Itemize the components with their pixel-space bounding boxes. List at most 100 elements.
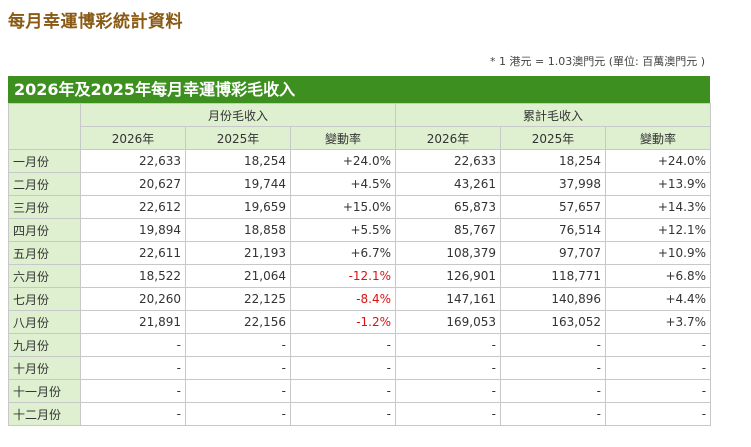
cumulative-2026-value: 22,633 <box>395 149 502 173</box>
monthly-2026-value: - <box>80 379 186 403</box>
currency-note: * 1 港元 = 1.03澳門元 (單位: 百萬澳門元 ) <box>490 55 705 68</box>
monthly-2025-value: - <box>185 402 291 426</box>
header-cumulative-change: 變動率 <box>605 126 712 150</box>
monthly-2025-value: 18,254 <box>185 149 291 173</box>
monthly-change-value: +5.5% <box>289 218 397 242</box>
monthly-2026-value: - <box>80 356 186 380</box>
header-monthly-revenue: 月份毛收入 <box>79 103 397 127</box>
cumulative-2026-value: 65,873 <box>395 195 502 219</box>
cumulative-2025-value: - <box>500 333 607 357</box>
cumulative-2025-value: 97,707 <box>500 241 607 265</box>
monthly-2026-value: 19,894 <box>80 218 186 242</box>
monthly-2026-value: - <box>80 333 186 357</box>
cumulative-change-value: +24.0% <box>605 149 712 173</box>
monthly-change-value: - <box>289 379 397 403</box>
monthly-2025-value: 19,659 <box>185 195 291 219</box>
monthly-change-value: +15.0% <box>289 195 397 219</box>
monthly-2026-value: 20,627 <box>80 172 186 196</box>
table-row: 十二月份 - - - - - - <box>8 402 712 426</box>
month-label: 二月份 <box>8 172 81 196</box>
monthly-change-value: +24.0% <box>289 149 397 173</box>
month-label: 十二月份 <box>8 402 81 426</box>
monthly-change-value: - <box>289 333 397 357</box>
monthly-change-value: +4.5% <box>289 172 397 196</box>
table-row: 四月份 19,894 18,858 +5.5% 85,767 76,514 +1… <box>8 218 712 242</box>
table-row: 六月份 18,522 21,064 -12.1% 126,901 118,771… <box>8 264 712 288</box>
monthly-2026-value: 22,633 <box>80 149 186 173</box>
monthly-2025-value: 22,125 <box>185 287 291 311</box>
cumulative-2025-value: 118,771 <box>500 264 607 288</box>
cumulative-2025-value: 76,514 <box>500 218 607 242</box>
revenue-table-panel: 2026年及2025年每月幸運博彩毛收入 月份毛收入 累計毛收入 2026年 2… <box>8 76 712 426</box>
monthly-change-value: -12.1% <box>289 264 397 288</box>
cumulative-2026-value: - <box>395 402 502 426</box>
monthly-2025-value: 22,156 <box>185 310 291 334</box>
month-label: 九月份 <box>8 333 81 357</box>
month-label: 七月份 <box>8 287 81 311</box>
month-label: 一月份 <box>8 149 81 173</box>
cumulative-change-value: +13.9% <box>605 172 712 196</box>
header-monthly-2026: 2026年 <box>80 126 186 150</box>
cumulative-2025-value: 163,052 <box>500 310 607 334</box>
cumulative-2025-value: 18,254 <box>500 149 607 173</box>
table-caption: 2026年及2025年每月幸運博彩毛收入 <box>8 76 710 103</box>
header-monthly-change: 變動率 <box>289 126 397 150</box>
cumulative-2025-value: 37,998 <box>500 172 607 196</box>
cumulative-2026-value: 147,161 <box>395 287 502 311</box>
cumulative-change-value: +12.1% <box>605 218 712 242</box>
cumulative-2026-value: - <box>395 356 502 380</box>
monthly-change-value: - <box>289 356 397 380</box>
month-label: 五月份 <box>8 241 81 265</box>
table-row: 八月份 21,891 22,156 -1.2% 169,053 163,052 … <box>8 310 712 334</box>
month-label: 四月份 <box>8 218 81 242</box>
monthly-2026-value: 22,611 <box>80 241 186 265</box>
monthly-2025-value: 21,193 <box>185 241 291 265</box>
cumulative-change-value: - <box>605 379 712 403</box>
group-header-row: 月份毛收入 累計毛收入 <box>8 103 712 150</box>
cumulative-change-value: - <box>605 402 712 426</box>
table-row: 十一月份 - - - - - - <box>8 379 712 403</box>
monthly-2025-value: 19,744 <box>185 172 291 196</box>
cumulative-2025-value: - <box>500 379 607 403</box>
month-label: 十月份 <box>8 356 81 380</box>
monthly-2025-value: - <box>185 333 291 357</box>
monthly-2025-value: - <box>185 356 291 380</box>
cumulative-2026-value: 43,261 <box>395 172 502 196</box>
cumulative-change-value: - <box>605 356 712 380</box>
table-row: 十月份 - - - - - - <box>8 356 712 380</box>
cumulative-2025-value: - <box>500 356 607 380</box>
monthly-2026-value: 22,612 <box>80 195 186 219</box>
month-label: 三月份 <box>8 195 81 219</box>
cumulative-change-value: - <box>605 333 712 357</box>
cumulative-2026-value: - <box>395 333 502 357</box>
table-row: 五月份 22,611 21,193 +6.7% 108,379 97,707 +… <box>8 241 712 265</box>
table-row: 二月份 20,627 19,744 +4.5% 43,261 37,998 +1… <box>8 172 712 196</box>
table-row: 九月份 - - - - - - <box>8 333 712 357</box>
month-label: 十一月份 <box>8 379 81 403</box>
cumulative-2025-value: - <box>500 402 607 426</box>
table-row: 一月份 22,633 18,254 +24.0% 22,633 18,254 +… <box>8 149 712 173</box>
cumulative-2026-value: 85,767 <box>395 218 502 242</box>
page-title: 每月幸運博彩統計資料 <box>8 12 183 32</box>
cumulative-2026-value: 169,053 <box>395 310 502 334</box>
month-label: 六月份 <box>8 264 81 288</box>
header-corner <box>8 103 81 150</box>
header-monthly-2025: 2025年 <box>185 126 291 150</box>
monthly-2026-value: 21,891 <box>80 310 186 334</box>
table-row: 七月份 20,260 22,125 -8.4% 147,161 140,896 … <box>8 287 712 311</box>
header-cumulative-2025: 2025年 <box>500 126 607 150</box>
cumulative-change-value: +6.8% <box>605 264 712 288</box>
cumulative-2026-value: 108,379 <box>395 241 502 265</box>
header-cumulative-revenue: 累計毛收入 <box>395 103 712 127</box>
revenue-table: 月份毛收入 累計毛收入 2026年 2025年 變動率 2026年 2025年 … <box>8 103 712 426</box>
cumulative-change-value: +14.3% <box>605 195 712 219</box>
cumulative-change-value: +4.4% <box>605 287 712 311</box>
cumulative-change-value: +3.7% <box>605 310 712 334</box>
month-label: 八月份 <box>8 310 81 334</box>
header-cumulative-2026: 2026年 <box>395 126 502 150</box>
monthly-change-value: - <box>289 402 397 426</box>
table-body: 一月份 22,633 18,254 +24.0% 22,633 18,254 +… <box>8 149 712 426</box>
monthly-2026-value: - <box>80 402 186 426</box>
cumulative-2026-value: - <box>395 379 502 403</box>
cumulative-2026-value: 126,901 <box>395 264 502 288</box>
